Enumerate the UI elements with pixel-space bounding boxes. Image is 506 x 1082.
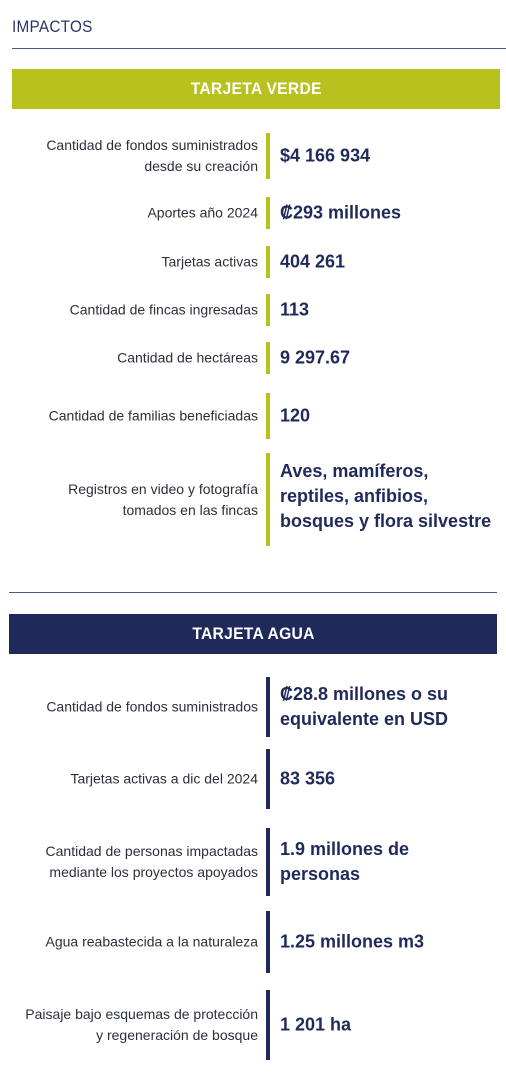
row-accent-bar — [266, 342, 270, 374]
row-value: 120 — [280, 405, 311, 426]
verde-row-aportes: Aportes año 2024 ₡293 millones — [0, 197, 506, 229]
row-label: Cantidad de fondos suministrados — [46, 698, 258, 715]
row-label: Tarjetas activas — [161, 253, 258, 270]
row-label: Paisaje bajo esquemas de protección y re… — [25, 1006, 258, 1043]
row-value: 83 356 — [280, 768, 336, 789]
row-accent-bar — [266, 911, 270, 973]
row-label: Cantidad de fondos suministrados desde s… — [46, 137, 258, 174]
row-label: Cantidad de hectáreas — [117, 349, 258, 366]
row-value: 113 — [280, 299, 310, 320]
row-label: Cantidad de personas impactadas mediante… — [45, 843, 258, 880]
verde-row-hectareas: Cantidad de hectáreas 9 297.67 — [0, 342, 506, 374]
row-accent-bar — [266, 749, 270, 809]
row-value: ₡293 millones — [280, 202, 402, 223]
agua-row-paisaje: Paisaje bajo esquemas de protección y re… — [0, 990, 506, 1060]
row-value: 1.9 millones de personas — [280, 839, 410, 884]
row-accent-bar — [266, 677, 270, 737]
tarjeta-agua-title: TARJETA AGUA — [191, 624, 315, 643]
row-value: Aves, mamíferos, reptiles, anfibios, bos… — [280, 461, 492, 531]
row-accent-bar — [266, 990, 270, 1060]
row-label: Tarjetas activas a dic del 2024 — [70, 770, 258, 787]
agua-row-personas: Cantidad de personas impactadas mediante… — [0, 828, 506, 896]
row-accent-bar — [266, 453, 270, 546]
row-accent-bar — [266, 828, 270, 896]
row-label: Registros en video y fotografía tomados … — [68, 480, 258, 518]
section-divider — [9, 592, 497, 593]
row-accent-bar — [266, 393, 270, 439]
row-accent-bar — [266, 197, 270, 229]
agua-row-agua: Agua reabastecida a la naturaleza 1.25 m… — [0, 911, 506, 973]
tarjeta-agua-banner: TARJETA AGUA — [9, 614, 497, 654]
tarjeta-verde-banner: TARJETA VERDE — [12, 69, 500, 109]
agua-row-fondos: Cantidad de fondos suministrados ₡28.8 m… — [0, 677, 506, 737]
row-accent-bar — [266, 246, 270, 278]
row-value: 1 201 ha — [280, 1014, 352, 1035]
row-label: Agua reabastecida a la naturaleza — [45, 933, 258, 950]
row-value: 9 297.67 — [280, 347, 351, 368]
row-label: Aportes año 2024 — [147, 204, 258, 221]
agua-row-tarjetas: Tarjetas activas a dic del 2024 83 356 — [0, 749, 506, 809]
tarjeta-verde-title: TARJETA VERDE — [190, 79, 322, 98]
section-divider — [12, 48, 506, 49]
verde-row-familias: Cantidad de familias beneficiadas 120 — [0, 393, 506, 439]
row-accent-bar — [266, 133, 270, 179]
verde-row-fincas: Cantidad de fincas ingresadas 113 — [0, 294, 506, 326]
section-title: IMPACTOS — [12, 17, 93, 36]
row-accent-bar — [266, 294, 270, 326]
row-label: Cantidad de fincas ingresadas — [69, 301, 258, 318]
row-value: 404 261 — [280, 251, 346, 272]
row-value: 1.25 millones m3 — [280, 931, 425, 952]
row-value: $4 166 934 — [280, 145, 371, 166]
verde-row-tarjetas: Tarjetas activas 404 261 — [0, 246, 506, 278]
row-label: Cantidad de familias beneficiadas — [48, 407, 258, 424]
row-value: ₡28.8 millones o su equivalente en USD — [280, 684, 449, 729]
verde-row-registros: Registros en video y fotografía tomados … — [0, 453, 506, 546]
verde-row-fondos: Cantidad de fondos suministrados desde s… — [0, 133, 506, 179]
